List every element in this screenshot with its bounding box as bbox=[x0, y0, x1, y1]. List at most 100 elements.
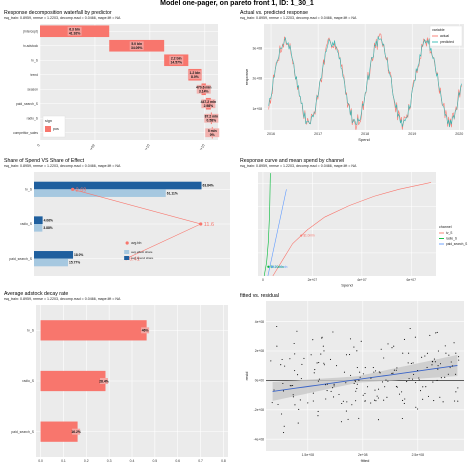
residual-point bbox=[437, 365, 439, 367]
residual-point bbox=[440, 377, 442, 379]
y-tick-label: tv.adstock bbox=[23, 44, 38, 48]
residual-point bbox=[457, 387, 459, 389]
residual-point bbox=[381, 381, 384, 383]
residual-point bbox=[391, 372, 393, 374]
residual-point bbox=[296, 330, 298, 332]
y-tick-label: 0e+00 bbox=[255, 379, 264, 383]
residual-point bbox=[332, 331, 334, 333]
waterfall-value-label: 87.2 mln bbox=[205, 115, 219, 119]
actual-vs-predicted-title: Actual vs. predicted response bbox=[240, 10, 309, 16]
series-line-predicted bbox=[268, 36, 462, 128]
mean-spend-point bbox=[300, 234, 303, 237]
residual-point bbox=[409, 328, 411, 330]
residual-chart: 1.5e+08 2e+08 2.5e+08 -4e+08 -2e+08 0e+00 2e+0… bbox=[244, 301, 464, 463]
residual-point bbox=[427, 395, 430, 397]
residual-point bbox=[417, 408, 419, 410]
residual-point bbox=[313, 372, 315, 374]
residual-point bbox=[358, 379, 360, 381]
residual-point bbox=[353, 346, 355, 348]
residual-point bbox=[316, 362, 318, 364]
y-tick-label: radio_S bbox=[27, 116, 39, 120]
residual-point bbox=[318, 378, 320, 380]
response-curve-chart: 0 2e+07 4e+07 6e+07 Spend $1.0mln $0.20mln$4.0… bbox=[258, 172, 467, 288]
residual-point bbox=[433, 358, 435, 360]
residual-point bbox=[333, 396, 335, 398]
share-subtitle: rsq_train: 0.8959, nrmse = 1.2203, decom… bbox=[4, 164, 121, 168]
adstock-bar bbox=[40, 320, 147, 341]
residual-point bbox=[340, 421, 343, 423]
adstock-value-label: 28.4% bbox=[99, 379, 109, 383]
residual-point bbox=[444, 345, 446, 347]
adstock-chart: 0.0 0.1 0.2 0.3 0.4 0.5 0.6 0.7 0.8 tv_S 46% radio_… bbox=[11, 305, 228, 463]
adstock-bar bbox=[40, 370, 106, 392]
waterfall-label-box bbox=[204, 113, 219, 123]
residual-point bbox=[458, 356, 460, 358]
x-tick-label: 2017 bbox=[314, 132, 322, 136]
residual-point bbox=[292, 394, 294, 396]
residual-point bbox=[277, 403, 279, 406]
residual-point bbox=[293, 342, 295, 345]
waterfall-pct-label: 41.92% bbox=[69, 32, 81, 36]
x-tick-label: 2020 bbox=[455, 132, 463, 136]
residual-point bbox=[289, 358, 291, 360]
residual-point bbox=[387, 380, 389, 382]
effect-share-bar bbox=[34, 216, 43, 224]
residual-point bbox=[290, 385, 292, 387]
residual-point bbox=[439, 363, 442, 365]
residual-point bbox=[444, 376, 446, 378]
share-chart: tv_S 61.11% radio_S 4.06% 3.88% paid_search_S… bbox=[9, 172, 230, 276]
waterfall-label-box bbox=[67, 26, 82, 36]
residual-point bbox=[419, 390, 422, 392]
residual-point bbox=[318, 361, 320, 364]
residual-point bbox=[454, 400, 456, 402]
residual-point bbox=[320, 353, 322, 355]
waterfall-value-label: 2.2 bln bbox=[171, 57, 182, 61]
residual-point bbox=[383, 357, 385, 359]
spend-share-label: 61.11% bbox=[167, 191, 178, 195]
share-panel: Share of Spend VS Share of Effect rsq_tr… bbox=[4, 158, 236, 288]
x-axis-title: Spend bbox=[358, 137, 370, 142]
residual-point bbox=[345, 382, 347, 384]
residual-point bbox=[350, 374, 352, 376]
residual-point bbox=[445, 352, 447, 354]
residual-point bbox=[364, 400, 366, 402]
residual-point bbox=[372, 367, 374, 369]
residual-point bbox=[317, 380, 319, 382]
residual-point bbox=[434, 361, 436, 363]
y-tick-label: season bbox=[27, 87, 38, 91]
residual-point bbox=[271, 402, 273, 404]
residual-point bbox=[422, 386, 424, 388]
legend-roi-swatch bbox=[125, 241, 129, 245]
residual-point bbox=[411, 378, 414, 380]
x-tick-label: 0 bbox=[262, 278, 264, 282]
residual-point bbox=[345, 354, 348, 356]
adstock-bar bbox=[40, 421, 78, 442]
x-tick-label: 0.5 bbox=[152, 459, 157, 463]
y-tick-label: radio_S bbox=[22, 379, 34, 383]
residual-point bbox=[297, 422, 299, 424]
adstock-value-label: 46% bbox=[142, 329, 149, 333]
spend-share-bar bbox=[34, 224, 43, 232]
residual-point bbox=[426, 352, 428, 354]
residual-point bbox=[421, 356, 423, 358]
mean-spend-label: $4.00mln bbox=[274, 265, 287, 269]
residual-point bbox=[333, 383, 335, 385]
waterfall-label-box bbox=[187, 70, 202, 80]
residual-point bbox=[383, 399, 385, 401]
waterfall-pct-label: 8.0% bbox=[191, 75, 199, 79]
residual-point bbox=[317, 415, 319, 417]
residual-point bbox=[353, 382, 355, 384]
plot-background bbox=[258, 172, 436, 276]
y-tick-label: 4e+08 bbox=[255, 320, 264, 324]
residual-point bbox=[299, 399, 301, 401]
residual-point bbox=[355, 400, 357, 402]
residual-point bbox=[333, 385, 335, 387]
page-title: Model one-pager, on pareto front 1, ID: … bbox=[160, 0, 314, 7]
x-tick-label: 2019 bbox=[408, 132, 416, 136]
residual-point bbox=[323, 364, 325, 366]
residual-point bbox=[298, 408, 300, 410]
adstock-subtitle: rsq_train: 0.8959, nrmse = 1.2203, decom… bbox=[4, 297, 121, 301]
residual-point bbox=[431, 364, 433, 366]
waterfall-label-box bbox=[201, 99, 216, 109]
x-tick-label: 0.2 bbox=[84, 459, 89, 463]
